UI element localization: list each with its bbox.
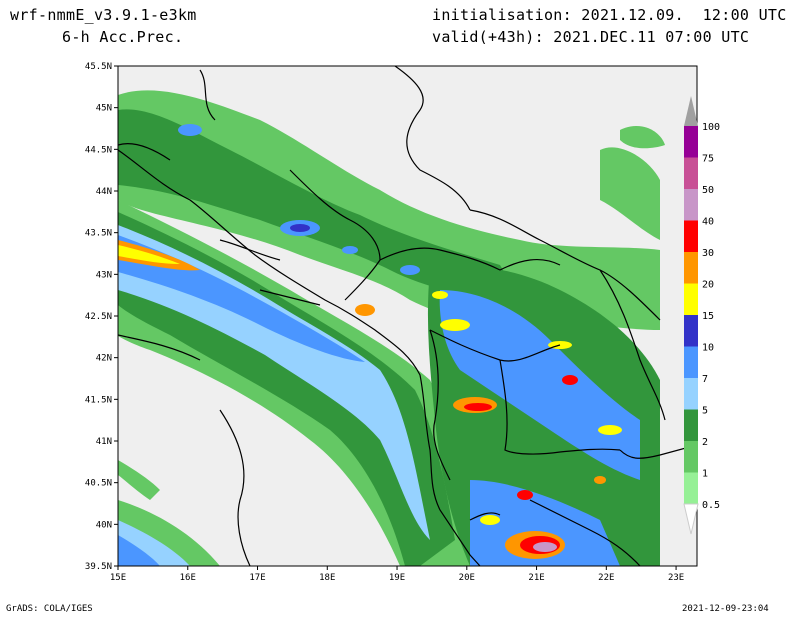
colorbar-segment bbox=[684, 189, 698, 221]
lat-label: 44.5N bbox=[85, 145, 112, 155]
lon-label: 22E bbox=[598, 573, 614, 583]
lat-label: 40N bbox=[96, 520, 112, 530]
colorbar-label: 30 bbox=[702, 248, 714, 259]
init-time: initialisation: 2021.12.09. 12:00 UTC bbox=[432, 6, 787, 24]
colorbar-segment bbox=[684, 252, 698, 284]
coastlines-borders bbox=[118, 66, 697, 566]
lat-label: 42.5N bbox=[85, 312, 112, 322]
precip-field bbox=[118, 90, 665, 566]
longitude-axis: 15E 16E 17E 18E 19E 20E 21E 22E 23E bbox=[110, 566, 684, 583]
colorbar-label: 2 bbox=[702, 437, 708, 448]
colorbar-segment bbox=[684, 346, 698, 378]
colorbar-segment bbox=[684, 441, 698, 473]
model-title: wrf-nmmE_v3.9.1-e3km bbox=[10, 6, 197, 24]
footer-timestamp: 2021-12-09-23:04 bbox=[682, 604, 769, 614]
lat-label: 42N bbox=[96, 354, 112, 364]
lat-label: 40.5N bbox=[85, 479, 112, 489]
colorbar-label: 15 bbox=[702, 311, 714, 322]
colorbar-label: 20 bbox=[702, 280, 714, 291]
colorbar-label: 50 bbox=[702, 185, 714, 196]
colorbar-segment bbox=[684, 378, 698, 410]
colorbar-label: 7 bbox=[702, 374, 708, 385]
colorbar-label: 75 bbox=[702, 154, 714, 165]
lat-label: 41.5N bbox=[85, 395, 112, 405]
colorbar-label: 0.5 bbox=[702, 500, 720, 511]
lat-label: 45.5N bbox=[85, 62, 112, 72]
colorbar-segment bbox=[684, 157, 698, 189]
lon-label: 21E bbox=[528, 573, 544, 583]
colorbar-segment bbox=[684, 315, 698, 347]
lat-label: 39.5N bbox=[85, 562, 112, 572]
lat-label: 45N bbox=[96, 104, 112, 114]
lon-label: 17E bbox=[249, 573, 265, 583]
lat-label: 44N bbox=[96, 187, 112, 197]
colorbar-label: 5 bbox=[702, 406, 708, 417]
colorbar-cap bbox=[684, 96, 698, 126]
colorbar-segment bbox=[684, 283, 698, 315]
colorbar-label: 100 bbox=[702, 122, 720, 133]
colorbar-label: 40 bbox=[702, 217, 714, 228]
lat-label: 43.5N bbox=[85, 229, 112, 239]
colorbar-label: 1 bbox=[702, 469, 708, 480]
colorbar-segment bbox=[684, 126, 698, 158]
colorbar-segment bbox=[684, 472, 698, 504]
colorbar-segment bbox=[684, 220, 698, 252]
lat-label: 41N bbox=[96, 437, 112, 447]
lon-label: 16E bbox=[180, 573, 196, 583]
lon-label: 19E bbox=[389, 573, 405, 583]
lon-label: 15E bbox=[110, 573, 126, 583]
colorbar-label: 10 bbox=[702, 343, 714, 354]
lat-label: 43N bbox=[96, 270, 112, 280]
colorbar-segment bbox=[684, 409, 698, 441]
colorbar-bottom bbox=[683, 503, 699, 535]
lon-label: 20E bbox=[459, 573, 475, 583]
lon-label: 23E bbox=[668, 573, 684, 583]
latitude-axis: 45.5N 45N 44.5N 44N 43.5N 43N 42.5N 42N 41.5N 41N… bbox=[85, 62, 118, 572]
valid-time: valid(+43h): 2021.DEC.11 07:00 UTC bbox=[432, 28, 750, 46]
lon-label: 18E bbox=[319, 573, 335, 583]
field-title: 6-h Acc.Prec. bbox=[62, 28, 184, 46]
footer-credit: GrADS: COLA/IGES bbox=[6, 604, 93, 614]
